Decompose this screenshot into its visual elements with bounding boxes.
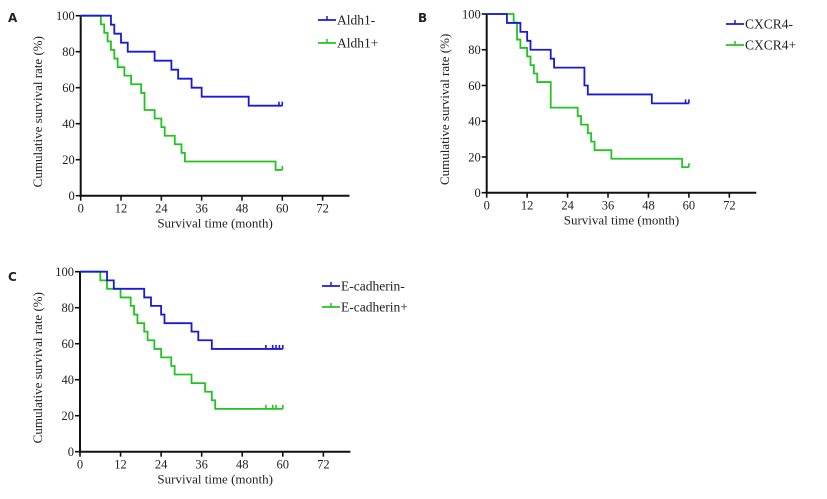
y-tick-label: 100 [462,8,481,22]
x-tick-label: 0 [78,202,84,216]
legend-label: Aldh1+ [337,36,378,51]
legend-item: E-cadherin- [322,279,405,294]
x-tick-label: 24 [155,202,168,216]
km-panel-a: A 0 20 40 60 80 100 0 12 24 36 48 60 72 Survival time … [8,9,378,231]
x-tick-label: 0 [484,199,490,213]
y-tick-label: 20 [62,153,75,167]
y-tick-label: 60 [468,79,481,93]
x-tick-label: 48 [236,458,249,472]
y-tick-label: 80 [62,301,75,315]
x-tick-label: 72 [316,202,329,216]
y-tick-label: 100 [56,9,75,23]
x-tick-label: 36 [602,199,615,213]
y-tick-label: 40 [62,117,75,131]
panel-label: A [8,11,18,25]
x-tick-label: 36 [195,202,208,216]
y-tick-label: 80 [62,45,75,59]
x-tick-label: 60 [277,458,290,472]
km-panel-b: B 0 20 40 60 80 100 0 12 24 36 48 60 72 Survival time … [418,8,796,228]
y-tick-label: 100 [55,265,74,279]
x-tick-label: 36 [195,458,208,472]
km-curve-cxcr4- [486,13,689,105]
y-tick-label: 20 [468,150,481,164]
x-tick-label: 12 [521,199,534,213]
legend-label: E-cadherin- [341,279,405,294]
y-tick-label: 0 [68,445,74,459]
legend-item: Aldh1+ [318,36,378,51]
x-tick-label: 60 [276,202,289,216]
km-curve-e-cadherin- [80,270,283,410]
x-tick-label: 24 [155,458,168,472]
y-axis-title: Cumulative survival rate (%) [437,34,452,185]
legend-item: CXCR4- [726,17,794,32]
y-tick-label: 40 [468,115,481,129]
x-tick-label: 72 [723,199,736,213]
x-axis-title: Survival time (month) [157,472,273,487]
x-tick-label: 12 [115,202,128,216]
legend-label: CXCR4+ [745,38,796,53]
y-tick-label: 0 [474,186,480,200]
km-panel-c: C 0 20 40 60 80 100 0 12 24 36 48 60 72 Survival time … [8,265,408,487]
x-tick-label: 24 [561,199,574,213]
x-tick-label: 12 [114,458,127,472]
legend-item: CXCR4+ [726,38,796,53]
km-curve-e-cadherin- [80,270,283,350]
y-tick-label: 0 [68,189,74,203]
x-tick-label: 60 [683,199,696,213]
y-tick-label: 80 [468,43,481,57]
legend-label: E-cadherin+ [341,300,408,315]
x-axis-title: Survival time (month) [157,216,273,231]
y-tick-label: 60 [62,81,75,95]
x-tick-label: 48 [236,202,249,216]
legend-label: Aldh1- [337,13,376,28]
x-tick-label: 72 [317,458,330,472]
y-tick-label: 60 [62,337,75,351]
x-tick-label: 0 [77,458,83,472]
y-axis-title: Cumulative survival rate (%) [30,292,45,443]
y-axis-title: Cumulative survival rate (%) [30,36,45,187]
panel-label: B [418,11,427,25]
legend-item: E-cadherin+ [322,300,408,315]
y-tick-label: 20 [62,409,75,423]
x-axis-title: Survival time (month) [564,213,680,228]
legend-label: CXCR4- [745,17,794,32]
km-curve-cxcr4- [486,13,689,169]
legend-item: Aldh1- [318,13,376,28]
panel-label: C [8,270,17,284]
x-tick-label: 48 [642,199,655,213]
km-curve-aldh1- [80,14,283,107]
km-curve-aldh1- [80,14,283,171]
y-tick-label: 40 [62,373,75,387]
